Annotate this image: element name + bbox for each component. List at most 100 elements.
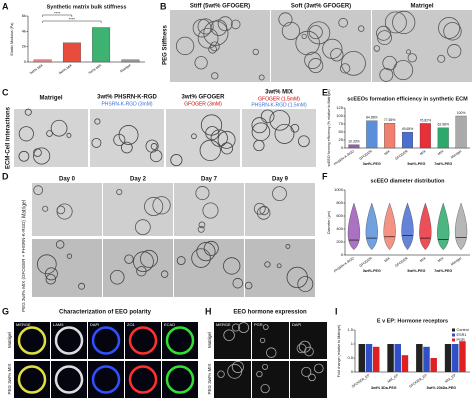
column-title: 3wt% MIX — [265, 90, 293, 96]
violin — [401, 202, 414, 251]
bar — [444, 344, 452, 372]
x-tick-label: 7wt% MIX — [87, 63, 102, 75]
micrograph — [290, 361, 327, 398]
column-title: 3wt% GFOGER — [181, 95, 225, 101]
organoid — [407, 53, 417, 63]
organoid — [223, 257, 241, 275]
bar — [437, 127, 449, 149]
organoid — [259, 205, 269, 216]
panel-letter: C — [2, 87, 9, 97]
organoid — [197, 27, 219, 49]
organoid — [339, 63, 351, 74]
organoid — [260, 109, 275, 124]
value-label: 76.82% — [420, 118, 432, 122]
micrograph — [252, 322, 289, 359]
x-tick-label: 3wt% MIX — [29, 63, 44, 75]
micrograph — [245, 183, 315, 236]
organoid — [231, 323, 240, 332]
organoid — [170, 154, 183, 167]
column-sub: PHSRN-K-RGD (3mM) — [101, 101, 152, 107]
organoid — [238, 322, 250, 333]
group-label: 3wt% 3Da-PEG — [371, 386, 397, 390]
y-axis-label: Diameter (µm) — [327, 211, 331, 234]
organoid — [175, 36, 195, 56]
organoid — [307, 21, 331, 45]
organoid — [91, 365, 121, 394]
column-label: MERGE — [216, 322, 231, 327]
row-label: PEG 3wt% MIX — [207, 363, 212, 394]
legend-swatch — [452, 333, 455, 337]
organoid — [197, 18, 214, 35]
column-title: Day 2 — [130, 177, 147, 183]
column-title: Matrigel — [410, 4, 433, 10]
organoid — [393, 60, 414, 81]
column-label: LAM5 — [53, 322, 64, 327]
panel-letter: B — [160, 1, 167, 11]
column-title: Stiff (5wt% GFOGER) — [190, 4, 250, 10]
row-label: Matrigel — [21, 200, 27, 218]
organoid — [199, 139, 221, 161]
panel-letter: E — [322, 87, 328, 97]
legend-label: Control — [457, 328, 469, 332]
violin — [419, 202, 432, 251]
organoid — [276, 263, 282, 269]
micrograph — [32, 239, 102, 297]
bar — [401, 131, 414, 149]
significance-bracket — [42, 20, 102, 23]
x-tick-label: 5wt% MIX — [58, 63, 73, 75]
organoid — [295, 30, 320, 56]
micrograph — [271, 10, 371, 82]
organoid — [437, 54, 446, 63]
y-axis-label: Elastic Modulus (Pa) — [10, 23, 14, 56]
organoid — [313, 363, 324, 374]
group-label: 3wt%-PEG — [363, 162, 381, 166]
organoid — [211, 72, 219, 80]
organoid — [230, 19, 241, 30]
organoid — [256, 370, 263, 378]
organoid — [286, 266, 308, 289]
organoid — [116, 188, 123, 196]
organoid — [220, 142, 234, 155]
organoid — [382, 55, 397, 71]
bar — [372, 346, 380, 372]
y-tick-label: 100 — [336, 113, 343, 118]
bar — [455, 115, 467, 149]
x-tick-label: MIX — [437, 256, 445, 263]
y-tick-label: 125 — [336, 105, 343, 110]
organoid — [165, 326, 195, 355]
organoid — [341, 50, 366, 76]
organoid — [33, 147, 51, 165]
panel-letter: G — [2, 306, 9, 316]
column-sub: GFOGER (1.5mM) — [258, 96, 300, 102]
organoid — [18, 150, 30, 162]
significance-bracket — [42, 14, 73, 17]
organoid — [262, 363, 269, 370]
column-label: ZO1 — [127, 322, 136, 327]
panel-letter: D — [2, 171, 9, 181]
organoid — [231, 360, 244, 373]
value-label: 77.65% — [384, 118, 396, 122]
x-tick-label: PHSRN-K-RGD — [333, 256, 355, 273]
x-tick-label: GFOGER_EP — [351, 373, 371, 389]
bar — [384, 123, 396, 149]
y-axis-label: Fold change (relative to Matrigel) — [337, 325, 341, 378]
organoid — [232, 277, 244, 289]
organoid — [144, 196, 164, 217]
group-label: 5wt%-PEG — [407, 269, 425, 273]
organoid — [54, 365, 84, 394]
micrograph — [174, 239, 244, 297]
bar — [430, 358, 437, 372]
x-tick-label: MIX — [383, 256, 391, 263]
organoid — [274, 124, 295, 144]
y-tick-label: 0 — [341, 252, 344, 257]
micrograph — [90, 109, 164, 167]
organoid — [376, 25, 392, 41]
organoid — [121, 141, 133, 154]
y-tick-label: 25 — [339, 137, 344, 142]
organoid — [134, 219, 151, 236]
value-label: 100% — [457, 111, 466, 115]
column-label: ECAD — [164, 322, 175, 327]
organoid — [443, 22, 462, 41]
organoid — [55, 240, 65, 249]
column-title: Day 9 — [272, 177, 289, 183]
